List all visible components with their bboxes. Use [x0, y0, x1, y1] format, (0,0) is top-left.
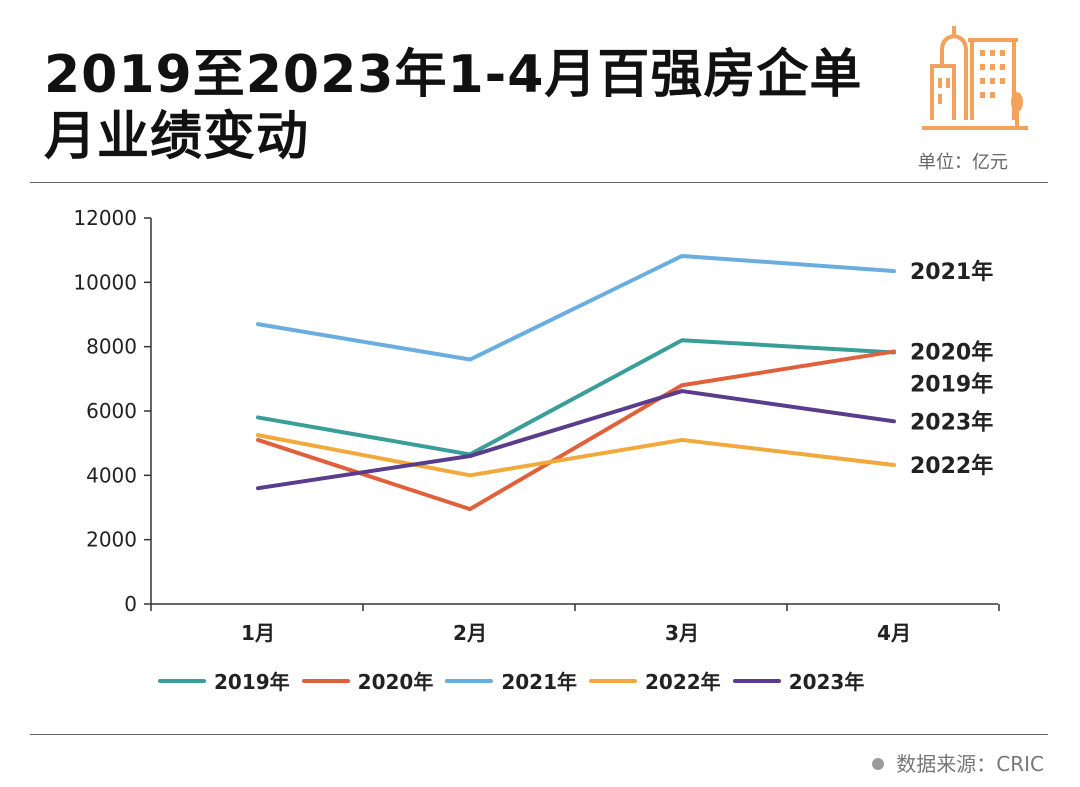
- series-line: [256, 433, 896, 478]
- header-divider: [30, 182, 1048, 183]
- source-note: 数据来源：CRIC: [872, 748, 1044, 777]
- series-end-label: 2023年: [910, 409, 993, 435]
- legend-label: 2021年: [501, 670, 578, 694]
- unit-label: 单位：亿元: [918, 152, 1008, 173]
- legend-swatch: [158, 678, 206, 683]
- y-tick-label: 8000: [86, 335, 137, 359]
- x-tick-label: 3月: [665, 621, 699, 645]
- y-tick-label: 12000: [73, 206, 137, 230]
- line-chart: 0 2000 4000 6000 8000 10000 12000 1月 2月 3月 4月 2021年…: [73, 206, 1000, 645]
- page-title: 2019至2023年1-4月百强房企单 月业绩变动: [44, 44, 862, 168]
- y-tick-label: 6000: [86, 399, 137, 423]
- title-line-1: 2019至2023年1-4月百强房企单: [44, 45, 863, 105]
- series-end-label: 2019年: [910, 371, 993, 397]
- legend-item: 2022年: [589, 666, 721, 695]
- legend-item: 2021年: [445, 666, 577, 695]
- legend-label: 2020年: [357, 670, 434, 694]
- series-end-label: 2022年: [910, 453, 993, 479]
- source-text: 数据来源：CRIC: [896, 752, 1044, 776]
- footer-divider: [30, 734, 1048, 735]
- building-icon: [918, 20, 1030, 136]
- x-tick-label: 4月: [877, 621, 911, 645]
- legend-label: 2019年: [214, 670, 290, 694]
- series-line: [256, 349, 896, 512]
- series-line: [256, 338, 896, 457]
- y-tick-label: 4000: [86, 463, 137, 487]
- legend-item: 2020年: [301, 666, 434, 695]
- series-line: [256, 389, 896, 491]
- y-tick-label: 0: [124, 592, 137, 616]
- legend-label: 2022年: [645, 670, 721, 694]
- legend-swatch: [301, 678, 350, 683]
- legend-swatch: [445, 678, 494, 683]
- series-end-label: 2020年: [910, 339, 993, 365]
- x-tick-label: 2月: [453, 621, 487, 645]
- bullet-icon: [872, 758, 885, 770]
- x-tick-label: 1月: [241, 621, 275, 645]
- legend-swatch: [732, 678, 781, 683]
- legend-item: 2019年: [158, 666, 290, 695]
- legend-label: 2023年: [788, 670, 865, 694]
- title-line-2: 月业绩变动: [44, 107, 310, 167]
- legend-item: 2023年: [732, 666, 865, 695]
- series-line: [256, 253, 896, 362]
- y-tick-label: 2000: [86, 528, 137, 552]
- legend-swatch: [589, 678, 638, 683]
- y-tick-label: 10000: [73, 270, 137, 294]
- series-end-label: 2021年: [910, 259, 993, 285]
- chart-legend: 2019年 2020年 2021年 2022年 2023年: [158, 666, 864, 695]
